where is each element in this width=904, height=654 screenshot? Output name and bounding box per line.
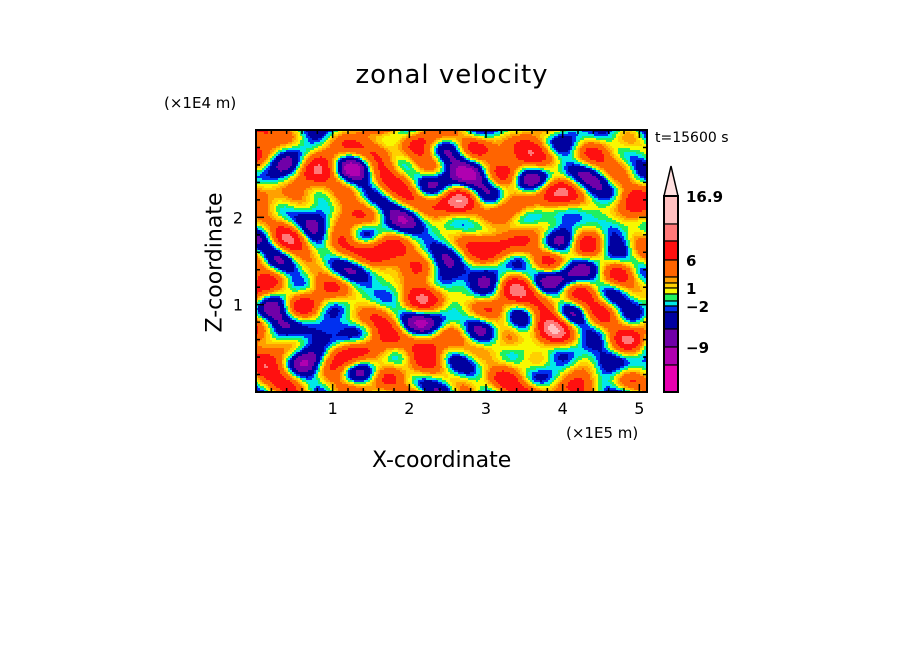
colorbar-label: −9: [686, 339, 709, 357]
colorbar-level: [663, 328, 679, 348]
colorbar-label: 6: [686, 252, 696, 270]
chart-title: zonal velocity: [355, 60, 549, 90]
colorbar-level: [663, 293, 679, 302]
colorbar-level: [663, 300, 679, 307]
velocity-field-heatmap: [256, 130, 647, 392]
colorbar-level: [663, 364, 679, 393]
colorbar-level: [663, 311, 679, 330]
colorbar-extend-arrow: [663, 165, 679, 197]
y-axis-unit: (×1E4 m): [164, 94, 237, 112]
y-tick-label: 2: [233, 208, 243, 227]
x-tick-label: 4: [558, 399, 568, 418]
colorbar-label: 16.9: [686, 188, 723, 206]
time-annotation: t=15600 s: [655, 130, 729, 146]
y-tick-label: 1: [233, 296, 243, 315]
colorbar-level: [663, 276, 679, 284]
colorbar-level: [663, 223, 679, 242]
x-tick-label: 1: [328, 399, 338, 418]
x-tick-label: 5: [634, 399, 644, 418]
colorbar-level: [663, 305, 679, 313]
colorbar-level: [663, 346, 679, 366]
colorbar-level: [663, 259, 679, 278]
colorbar-label: −2: [686, 298, 709, 316]
colorbar-frame: [663, 195, 679, 393]
colorbar-level: [663, 195, 679, 225]
colorbar-level: [663, 282, 679, 289]
x-axis-unit: (×1E5 m): [566, 424, 639, 442]
x-axis-label: X-coordinate: [372, 448, 512, 473]
colorbar-level: [663, 287, 679, 295]
colorbar-level: [663, 240, 679, 261]
x-tick-label: 3: [481, 399, 491, 418]
colorbar-label: 1: [686, 280, 696, 298]
x-tick-label: 2: [404, 399, 414, 418]
plot-frame: [255, 129, 648, 393]
